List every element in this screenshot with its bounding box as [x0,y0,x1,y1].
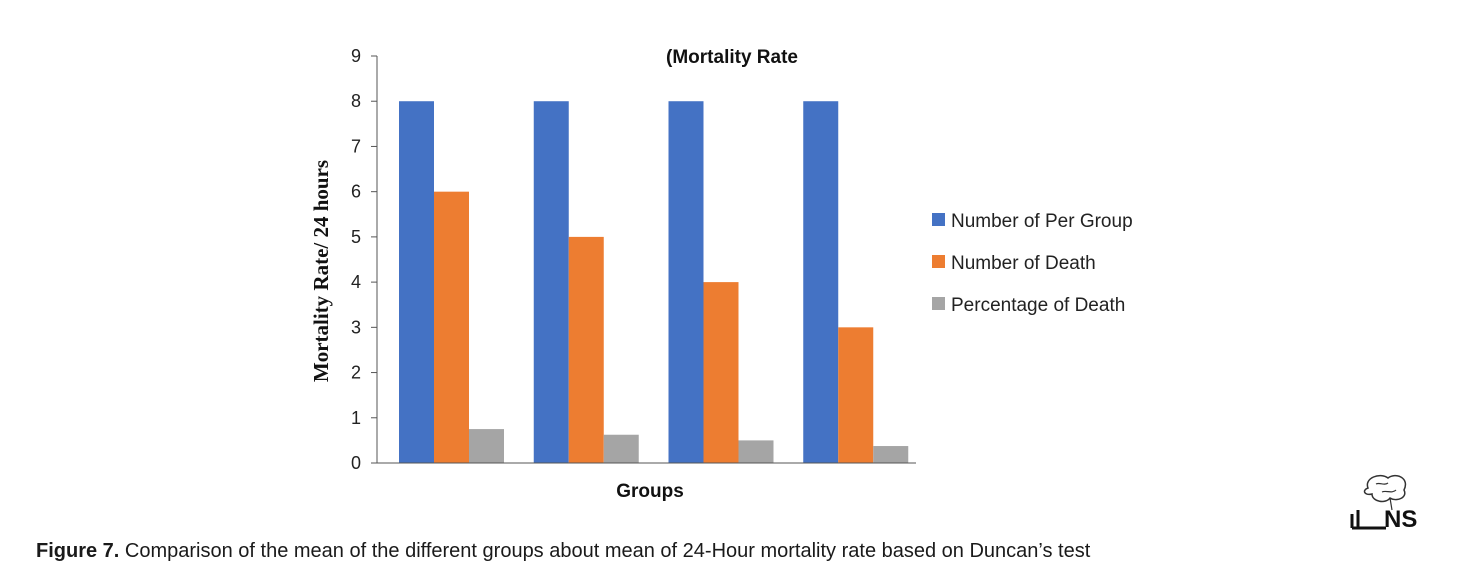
y-axis: 0 1 2 3 4 5 6 7 8 9 [351,46,378,473]
y-tick-label: 1 [351,408,361,428]
bar [533,101,569,463]
y-axis-label: Mortality Rate/ 24 hours [309,160,333,382]
figure-caption: Figure 7. Comparison of the mean of the … [36,540,1090,563]
legend: Number of Per Group Number of Death Percen… [932,211,1133,316]
x-axis-label: Groups [616,481,684,502]
y-tick-label: 3 [351,317,361,337]
legend-label: Number of Death [951,253,1096,274]
y-tick-label: 6 [351,182,361,202]
bar [838,327,874,463]
y-tick-label: 4 [351,272,361,292]
bar [469,429,504,463]
chart-title: (Mortality Rate [666,47,798,68]
bar [703,282,739,463]
y-tick-label: 8 [351,91,361,111]
y-tick-label: 2 [351,363,361,383]
bar [803,101,839,463]
legend-swatch [932,297,945,310]
legend-label: Number of Per Group [951,211,1133,232]
y-tick-label: 9 [351,46,361,66]
bars-group [399,101,909,463]
y-tick-label: 7 [351,136,361,156]
figure-caption-lead: Figure 7. [36,540,120,562]
legend-label: Percentage of Death [951,295,1125,316]
bar [399,101,434,463]
bar [603,434,639,463]
bar [668,101,704,463]
brain-logo-icon: NS [1350,474,1417,530]
bar [568,236,604,463]
bar [738,440,774,463]
y-tick-label: 0 [351,453,361,473]
bar [434,191,469,463]
legend-swatch [932,255,945,268]
logo-text: NS [1384,506,1417,530]
y-tick-label: 5 [351,227,361,247]
legend-swatch [932,213,945,226]
figure-caption-text: Comparison of the mean of the different … [119,540,1091,562]
bar [873,446,909,463]
